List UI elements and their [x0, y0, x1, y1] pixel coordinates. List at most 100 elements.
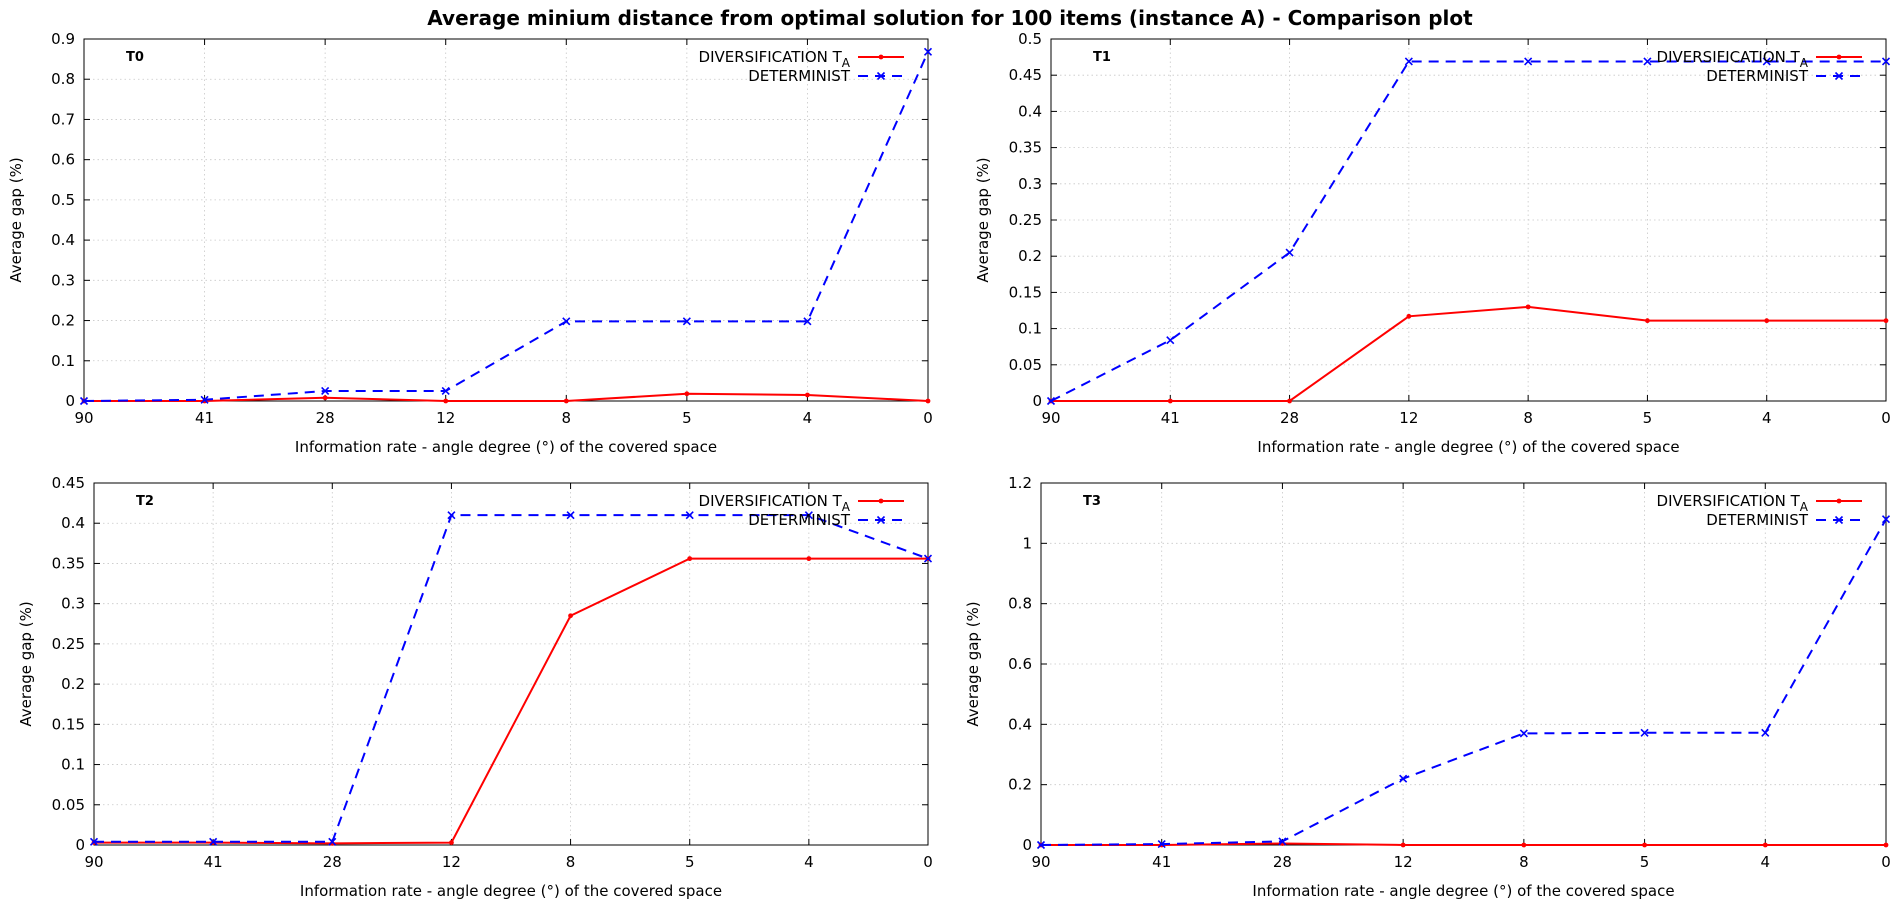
series-line-determinist [83, 51, 929, 402]
data-point [1166, 336, 1175, 345]
x-axis-label: Information rate - angle degree (°) of t… [295, 438, 717, 456]
legend-label: DETERMINIST [748, 511, 851, 529]
data-point [687, 556, 693, 562]
panel-label: T1 [1093, 50, 1111, 65]
y-tick-label: 0.1 [51, 352, 75, 370]
y-tick-label: 0.4 [51, 231, 75, 249]
data-point [568, 613, 573, 619]
data-point [1404, 57, 1413, 66]
data-point [1400, 842, 1406, 848]
data-point [925, 398, 931, 404]
data-point [1640, 728, 1649, 737]
y-tick-label: 0.4 [1018, 102, 1042, 120]
data-point [685, 511, 694, 520]
x-tick-label: 4 [804, 853, 814, 871]
data-point [89, 837, 99, 846]
data-point [1883, 318, 1889, 324]
panel-label: T2 [136, 494, 154, 509]
x-tick-label: 0 [1881, 853, 1891, 871]
plot-frame [83, 38, 929, 402]
y-tick-label: 0.35 [1009, 139, 1042, 157]
x-tick-label: 8 [1523, 409, 1533, 427]
data-point [443, 398, 449, 404]
series-line-diversification [84, 392, 929, 402]
x-tick-label: 28 [316, 409, 335, 427]
legend-marker [878, 54, 884, 60]
x-tick-label: 5 [685, 853, 695, 871]
data-point [322, 395, 328, 401]
x-tick-label: 4 [803, 409, 813, 427]
y-tick-label: 0.6 [1008, 655, 1032, 673]
legend-marker [1834, 71, 1844, 81]
data-point [805, 392, 810, 398]
y-tick-label: 0.4 [1008, 715, 1032, 733]
y-tick-label: 0.8 [51, 70, 75, 88]
plot-frame [1050, 38, 1887, 402]
data-point [209, 837, 218, 846]
legend-label: DIVERSIFICATION TA [1657, 492, 1809, 514]
series-line-determinist [1040, 518, 1887, 846]
legend-label: DETERMINIST [1706, 67, 1809, 85]
data-point [1406, 313, 1412, 319]
legend-marker [1834, 515, 1844, 525]
chart-panel-t2: 0 0.05 0.1 0.15 0.2 0.25 0.3 0.35 0.4 0.45 90 41 28 1… [17, 474, 933, 900]
data-point [1642, 842, 1647, 848]
data-point [562, 317, 571, 326]
y-axis-label: Average gap (%) [7, 157, 25, 282]
data-point [1645, 318, 1650, 324]
legend-label: DIVERSIFICATION TA [699, 492, 851, 514]
data-point [328, 837, 337, 846]
y-tick-label: 0.2 [51, 312, 75, 330]
x-tick-label: 12 [1394, 853, 1413, 871]
y-tick-label: 0.25 [52, 635, 85, 653]
data-point [200, 395, 209, 404]
data-point [1762, 842, 1768, 848]
y-tick-label: 0.25 [1009, 211, 1042, 229]
x-axis-label: Information rate - angle degree (°) of t… [1257, 438, 1679, 456]
data-point [441, 386, 450, 396]
data-point [923, 47, 933, 56]
data-point [1764, 318, 1770, 324]
y-tick-label: 0.2 [1008, 776, 1032, 794]
data-point [1046, 396, 1056, 406]
data-point [1167, 398, 1173, 404]
data-point [806, 556, 812, 562]
data-point [1519, 729, 1528, 738]
data-point [566, 511, 575, 520]
data-point [1881, 515, 1891, 524]
y-tick-label: 0 [65, 392, 75, 410]
y-tick-label: 0.3 [1018, 175, 1042, 193]
x-tick-label: 4 [1762, 409, 1772, 427]
legend-marker [1836, 498, 1842, 504]
series-line-determinist [1050, 60, 1886, 402]
y-tick-label: 0.3 [51, 271, 75, 289]
chart-panel-t0: 0 0.1 0.2 0.3 0.4 0.5 0.6 0.7 0.8 0.9 90 41 28 12 8 5 4 0… [7, 30, 933, 456]
data-point [803, 317, 812, 326]
y-tick-label: 0.05 [1009, 356, 1042, 374]
x-tick-label: 28 [1280, 409, 1299, 427]
y-tick-label: 0.8 [1008, 595, 1032, 613]
series-line-diversification [1041, 842, 1886, 846]
y-tick-label: 0.1 [61, 756, 85, 774]
x-axis-label: Information rate - angle degree (°) of t… [300, 882, 722, 900]
y-tick-label: 0 [1022, 836, 1032, 854]
data-point [1761, 728, 1770, 737]
data-point [321, 386, 330, 396]
x-tick-label: 8 [1519, 853, 1529, 871]
data-point [923, 554, 933, 563]
data-point [1287, 398, 1292, 404]
x-tick-label: 41 [1152, 853, 1171, 871]
data-point [1399, 774, 1408, 783]
y-axis-label: Average gap (%) [964, 601, 982, 726]
y-tick-label: 0.1 [1018, 320, 1042, 338]
x-tick-label: 90 [74, 409, 93, 427]
data-point [1525, 304, 1531, 310]
legend-marker [878, 498, 884, 504]
series-line-diversification [94, 557, 928, 845]
data-point [563, 398, 569, 404]
data-point [1883, 842, 1889, 848]
series-line-determinist [94, 514, 929, 843]
x-tick-label: 28 [323, 853, 342, 871]
data-point [1524, 57, 1533, 66]
y-tick-label: 0 [1032, 392, 1042, 410]
